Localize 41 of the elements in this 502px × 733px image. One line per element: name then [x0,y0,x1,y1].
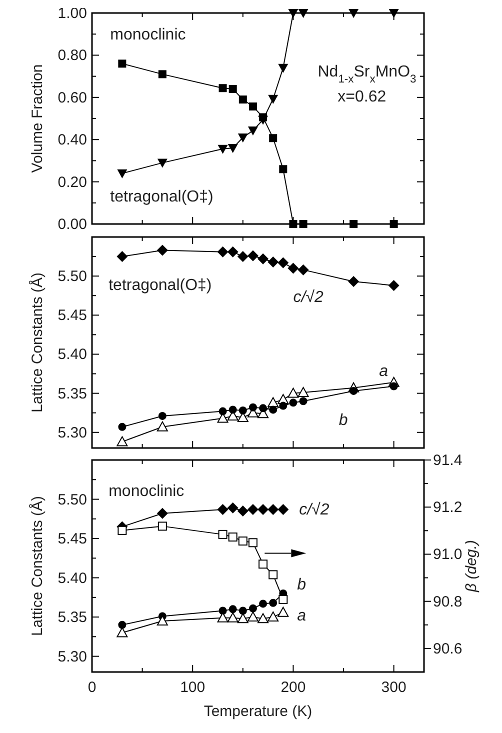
annotation: x=0.62 [338,88,386,106]
y-tick-label: 5.45 [58,530,87,548]
annotation: monoclinic [108,483,184,500]
series-label: tetragonal(O‡) [110,188,214,206]
y-tick-label: 5.40 [58,570,87,587]
y2-tick-label: 91.0 [433,546,462,564]
x-tick-label: 100 [180,679,206,696]
y-tick-label: 0.80 [58,47,87,64]
legend-label: monoclinic [110,26,186,44]
series-label: c/√2 [293,288,324,306]
y-tick-label: 0.40 [58,132,87,149]
y-axis-title: Lattice Constants (Å) [28,272,46,413]
y2-tick-label: 90.6 [433,640,462,658]
series-label: a [297,607,306,624]
y-tick-label: 5.50 [58,491,87,508]
annotation: Nd$_{1-x}$Sr$_{x}$MnO$_{3}$ [318,63,416,86]
series-label: c/√2 [299,501,330,518]
y2-tick-label: 91.2 [433,499,462,516]
y2-axis-title: β (deg.) [463,540,480,593]
y-tick-label: 0.20 [58,174,87,191]
legend-label: a [379,362,388,380]
y-tick-label: 5.50 [58,268,87,286]
x-tick-label: 200 [280,679,306,696]
y-tick-label: 0.60 [58,89,87,106]
x-axis-title: Temperature (K) [204,703,312,720]
y-tick-label: 5.40 [58,346,87,364]
y-axis-title: Volume Fraction [29,64,46,173]
y-tick-label: 5.30 [58,648,87,666]
series-label: b [297,576,306,594]
annotation: tetragonal(O‡) [108,276,212,294]
y-tick-label: 5.35 [58,609,87,626]
series-label: b [338,412,348,430]
x-tick-label: 0 [88,679,96,696]
y-tick-label: 5.30 [58,424,87,442]
y2-tick-label: 91.4 [433,452,462,469]
y2-tick-label: 90.8 [433,593,462,610]
x-tick-label: 300 [381,679,406,696]
y-tick-label: 0.00 [58,216,87,233]
y-axis-title: Lattice Constants (Å) [28,496,46,636]
y-tick-label: 5.35 [58,385,87,402]
y-tick-label: 5.45 [58,307,87,324]
